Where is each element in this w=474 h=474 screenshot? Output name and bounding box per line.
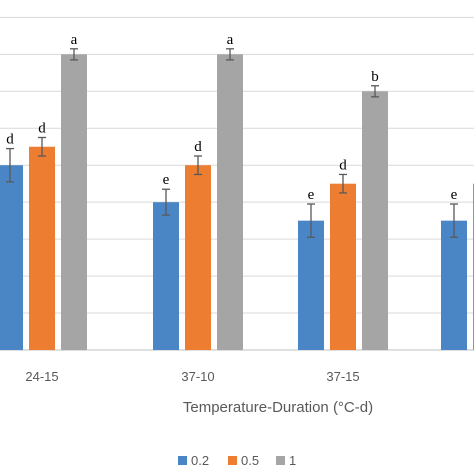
legend: 0.2 0.5 1 [178, 453, 296, 468]
significance-letter: b [371, 69, 379, 85]
legend-label: 0.5 [241, 453, 259, 468]
bar-0.2-24-15 [0, 165, 23, 350]
bar-0.2-38 [441, 220, 467, 350]
legend-swatch-1 [276, 456, 285, 465]
legend-label: 1 [289, 453, 296, 468]
x-tick-label: 37-15 [326, 369, 359, 384]
bar-1-37-15 [362, 91, 388, 350]
error-bars [6, 48, 458, 238]
bar-0.5-24-15 [29, 146, 55, 350]
significance-letter: d [339, 157, 347, 173]
significance-letter: d [6, 132, 14, 148]
x-tick-label: 24-15 [25, 369, 58, 384]
x-tick-label: 37-10 [181, 369, 214, 384]
significance-letter: d [194, 139, 202, 155]
significance-letter: e [308, 187, 315, 203]
bar-0.2-37-15 [298, 220, 324, 350]
legend-swatch-0.2 [178, 456, 187, 465]
bar-0.2-37-10 [153, 202, 179, 350]
significance-letter: d [38, 121, 46, 137]
significance-letter: e [163, 172, 170, 188]
legend-swatch-0.5 [228, 456, 237, 465]
significance-letter: a [71, 32, 78, 48]
bar-1-37-10 [217, 54, 243, 350]
bar-0.5-37-15 [330, 183, 356, 350]
significance-letter: e [451, 187, 458, 203]
bar-1-24-15 [61, 54, 87, 350]
legend-label: 0.2 [191, 453, 209, 468]
significance-letters: d d a e d a e d b e [6, 32, 457, 203]
significance-letter: a [227, 32, 234, 48]
bar-0.5-37-10 [185, 165, 211, 350]
x-axis-title: Temperature-Duration (°C-d) [183, 399, 373, 416]
